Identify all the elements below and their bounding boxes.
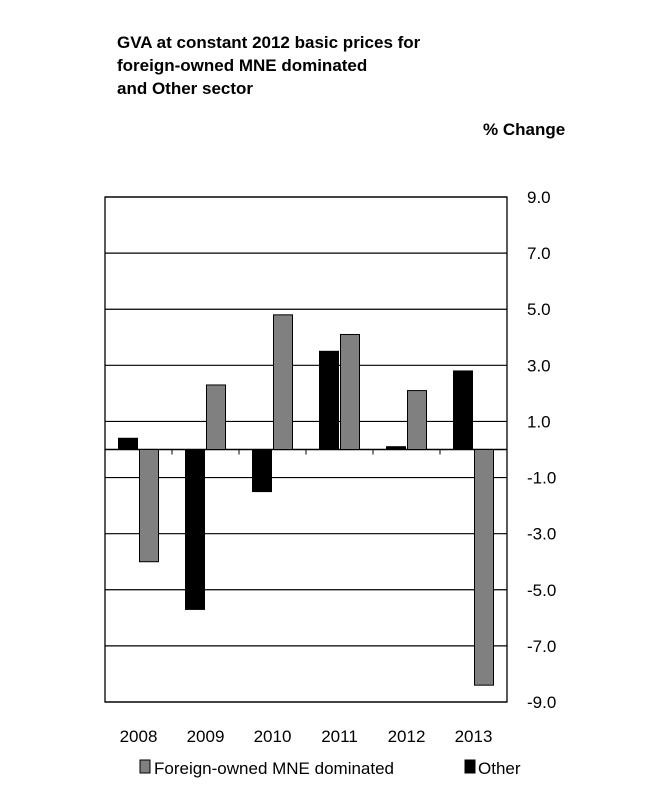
legend-swatch: [464, 759, 476, 774]
legend-swatch: [139, 759, 151, 774]
x-tick-label: 2012: [388, 727, 426, 746]
bar-other-2011: [319, 350, 339, 450]
unit-label: % Change: [483, 120, 566, 139]
y-tick-label: -9.0: [527, 693, 556, 712]
bar-other-2010: [252, 449, 272, 493]
legend-label: Other: [478, 759, 521, 778]
bar-other-2009: [185, 449, 205, 610]
x-tick-label: 2010: [254, 727, 292, 746]
bar-other-2012: [386, 446, 406, 451]
y-tick-label: 7.0: [527, 244, 551, 263]
x-tick-label: 2011: [321, 727, 358, 746]
legend-label: Foreign-owned MNE dominated: [154, 759, 394, 778]
bar-other-2008: [118, 437, 138, 450]
chart-title-line-2: foreign-owned MNE dominated: [117, 56, 368, 75]
y-tick-label: 5.0: [527, 300, 551, 319]
y-tick-label: -5.0: [527, 581, 556, 600]
y-tick-label: -1.0: [527, 469, 556, 488]
y-tick-label: 1.0: [527, 412, 551, 431]
chart-title-line-1: GVA at constant 2012 basic prices for: [117, 33, 421, 52]
bar-foreign-owned-2008: [139, 449, 159, 563]
x-tick-label: 2008: [120, 727, 158, 746]
bar-foreign-owned-2012: [407, 390, 427, 451]
y-tick-label: -7.0: [527, 637, 556, 656]
bar-foreign-owned-2013: [474, 449, 494, 686]
y-tick-label: 9.0: [527, 188, 551, 207]
x-tick-label: 2009: [187, 727, 225, 746]
x-tick-label: 2013: [455, 727, 493, 746]
y-tick-label: -3.0: [527, 525, 556, 544]
chart-title: GVA at constant 2012 basic prices for fo…: [117, 31, 420, 100]
bar-other-2013: [453, 370, 473, 451]
bar-foreign-owned-2010: [273, 314, 293, 451]
bar-foreign-owned-2011: [340, 333, 360, 451]
y-tick-label: 3.0: [527, 356, 551, 375]
chart-title-line-3: and Other sector: [117, 79, 254, 98]
bar-foreign-owned-2009: [206, 384, 226, 451]
